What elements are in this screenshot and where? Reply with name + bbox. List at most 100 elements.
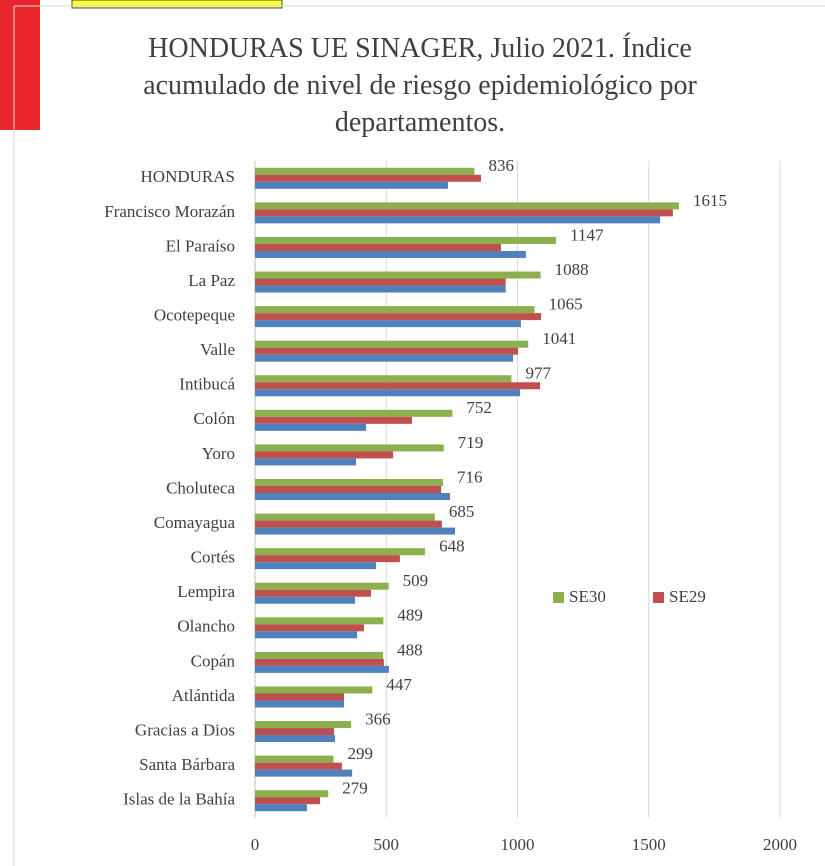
legend-swatch bbox=[653, 592, 664, 603]
y-tick-label: HONDURAS bbox=[141, 167, 235, 186]
y-tick-label: La Paz bbox=[188, 271, 235, 290]
bar bbox=[255, 243, 501, 251]
value-label: 685 bbox=[449, 502, 475, 521]
bar bbox=[255, 589, 372, 597]
bar bbox=[255, 444, 444, 452]
bar bbox=[255, 631, 358, 639]
bar bbox=[255, 285, 506, 293]
value-label: 977 bbox=[525, 364, 551, 383]
value-label: 366 bbox=[365, 709, 391, 728]
bar bbox=[255, 320, 521, 328]
value-label: 489 bbox=[397, 606, 423, 625]
chart-title: HONDURAS UE SINAGER, Julio 2021. Índice … bbox=[143, 33, 697, 138]
bar bbox=[255, 527, 456, 535]
bar bbox=[255, 458, 357, 466]
y-tick-label: Yoro bbox=[202, 444, 235, 463]
y-tick-label: Atlántida bbox=[172, 686, 236, 705]
legend-label: SE30 bbox=[569, 587, 606, 606]
bar bbox=[255, 382, 541, 390]
value-label: 836 bbox=[488, 156, 514, 175]
x-tick-label: 1000 bbox=[501, 835, 535, 854]
bar bbox=[255, 209, 673, 217]
value-label: 299 bbox=[347, 744, 373, 763]
y-tick-label: El Paraíso bbox=[166, 236, 235, 255]
bar bbox=[255, 493, 451, 500]
y-tick-label: Intibucá bbox=[179, 375, 235, 394]
y-tick-label: Copán bbox=[191, 651, 236, 670]
bar bbox=[255, 735, 336, 743]
value-label: 1065 bbox=[549, 295, 583, 314]
y-tick-label: Colón bbox=[193, 409, 235, 428]
x-tick-label: 500 bbox=[374, 835, 400, 854]
bar bbox=[255, 513, 435, 521]
value-label: 509 bbox=[403, 571, 429, 590]
value-label: 1615 bbox=[693, 191, 727, 210]
bar bbox=[255, 555, 400, 563]
bar bbox=[255, 762, 342, 770]
bar bbox=[255, 582, 389, 590]
legend-swatch bbox=[553, 592, 564, 603]
decoration bbox=[71, 0, 283, 9]
bar bbox=[255, 181, 448, 189]
value-label: 447 bbox=[386, 675, 412, 694]
decoration bbox=[0, 0, 40, 130]
y-tick-label: Gracias a Dios bbox=[135, 720, 235, 739]
bar bbox=[255, 651, 384, 659]
bar bbox=[255, 755, 334, 763]
value-label: 488 bbox=[397, 640, 423, 659]
value-label: 1041 bbox=[542, 329, 576, 348]
value-label: 279 bbox=[342, 779, 368, 798]
bar bbox=[255, 721, 352, 729]
value-label: 648 bbox=[439, 537, 465, 556]
y-tick-label: Francisco Morazán bbox=[104, 202, 235, 221]
bar bbox=[255, 271, 541, 279]
bar bbox=[255, 389, 521, 397]
value-label: 752 bbox=[466, 398, 492, 417]
bar bbox=[255, 216, 661, 224]
bar bbox=[255, 728, 335, 736]
bar bbox=[255, 596, 356, 604]
bar bbox=[255, 167, 475, 175]
bar bbox=[255, 520, 442, 528]
bar bbox=[255, 340, 529, 348]
bar bbox=[255, 693, 344, 701]
bar bbox=[255, 562, 377, 570]
value-label: 1147 bbox=[570, 225, 604, 244]
bar bbox=[255, 236, 557, 244]
x-tick-label: 1500 bbox=[632, 835, 666, 854]
bar bbox=[255, 313, 542, 321]
bar bbox=[255, 202, 679, 210]
bar bbox=[255, 423, 367, 431]
value-label: 719 bbox=[458, 433, 484, 452]
bar bbox=[255, 479, 443, 486]
bar bbox=[255, 804, 307, 812]
bar bbox=[255, 658, 384, 666]
bar bbox=[255, 686, 373, 694]
y-tick-label: Cortés bbox=[191, 548, 235, 567]
bar bbox=[255, 451, 394, 459]
value-label: 716 bbox=[457, 467, 483, 486]
x-tick-label: 2000 bbox=[763, 835, 797, 854]
y-tick-label: Islas de la Bahía bbox=[123, 790, 235, 809]
y-tick-label: Santa Bárbara bbox=[139, 755, 235, 774]
bar bbox=[255, 486, 442, 493]
bar bbox=[255, 624, 364, 632]
bar bbox=[255, 409, 453, 417]
y-tick-label: Olancho bbox=[177, 617, 235, 636]
y-tick-label: Choluteca bbox=[166, 478, 235, 497]
bar bbox=[255, 548, 426, 556]
y-tick-label: Ocotepeque bbox=[154, 306, 235, 325]
bar bbox=[255, 174, 482, 182]
bar bbox=[255, 250, 526, 258]
value-label: 1088 bbox=[555, 260, 589, 279]
bar bbox=[255, 790, 329, 798]
bar bbox=[255, 306, 535, 314]
bar bbox=[255, 665, 389, 673]
y-tick-label: Lempira bbox=[177, 582, 235, 601]
y-tick-label: Valle bbox=[200, 340, 235, 359]
bar bbox=[255, 416, 412, 424]
bar bbox=[255, 617, 384, 625]
legend-label: SE29 bbox=[669, 587, 706, 606]
